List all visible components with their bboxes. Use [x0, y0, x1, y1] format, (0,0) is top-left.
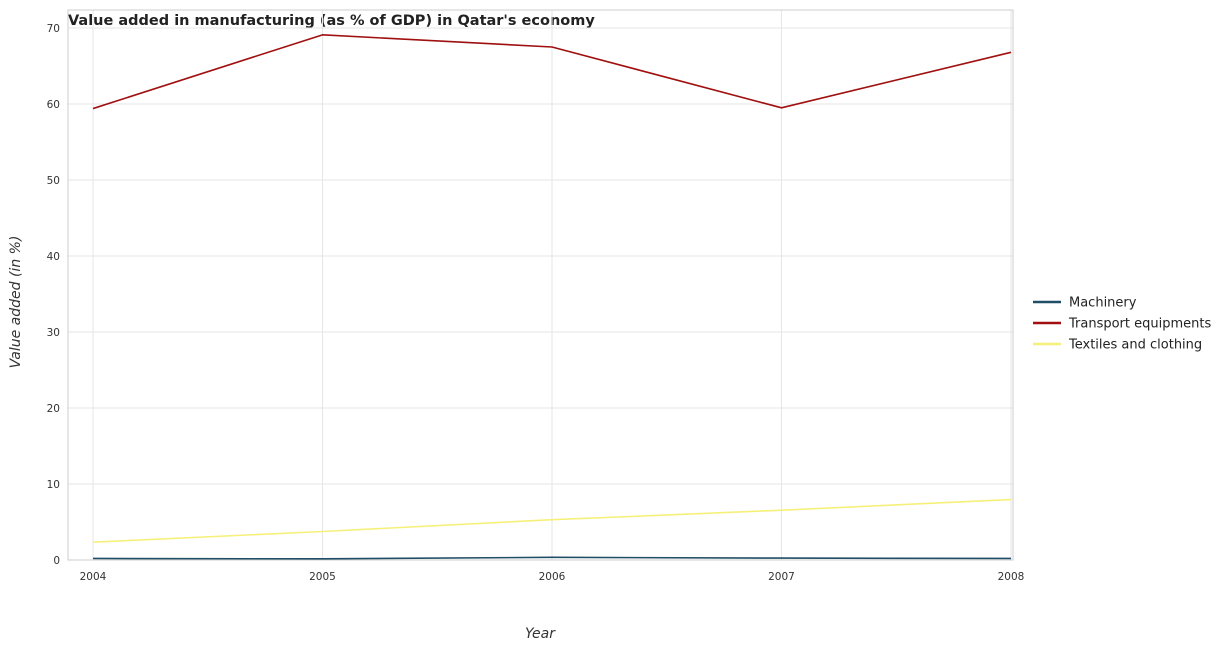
series-line-textiles-and-clothing [92, 498, 1012, 543]
x-tick-label: 2005 [309, 571, 336, 583]
x-axis-label: Year [525, 626, 556, 642]
legend-label-transport-equipments: Transport equipments [1068, 317, 1211, 332]
y-tick-label: 10 [47, 479, 60, 491]
x-tick-label: 2008 [998, 571, 1025, 583]
y-tick-label: 30 [47, 327, 60, 339]
y-tick-label: 20 [47, 403, 60, 415]
chart-title: Value added in manufacturing (as % of GD… [68, 13, 595, 29]
plot-area-frame [67, 9, 1014, 561]
x-tick-labels: 2004 2005 2006 2007 2008 [80, 571, 1025, 583]
x-tick-label: 2007 [768, 571, 795, 583]
y-tick-label: 0 [53, 555, 60, 567]
y-tick-label: 40 [47, 251, 60, 263]
y-tick-label: 60 [47, 99, 60, 111]
series-line-machinery [92, 556, 1012, 560]
series-lines [92, 34, 1012, 560]
legend-label-textiles-and-clothing: Textiles and clothing [1068, 338, 1202, 353]
y-tick-labels: 0 10 20 30 40 50 60 70 [47, 23, 60, 567]
legend: Machinery Transport equipments Textiles an… [1033, 296, 1211, 353]
x-tick-label: 2004 [80, 571, 107, 583]
y-tick-label: 50 [47, 175, 60, 187]
y-axis-label: Value added (in %) [8, 236, 24, 369]
grid-lines [68, 10, 1013, 561]
series-line-transport-equipments [92, 34, 1012, 110]
legend-label-machinery: Machinery [1069, 296, 1137, 311]
y-tick-label: 70 [47, 23, 60, 35]
x-tick-label: 2006 [539, 571, 566, 583]
